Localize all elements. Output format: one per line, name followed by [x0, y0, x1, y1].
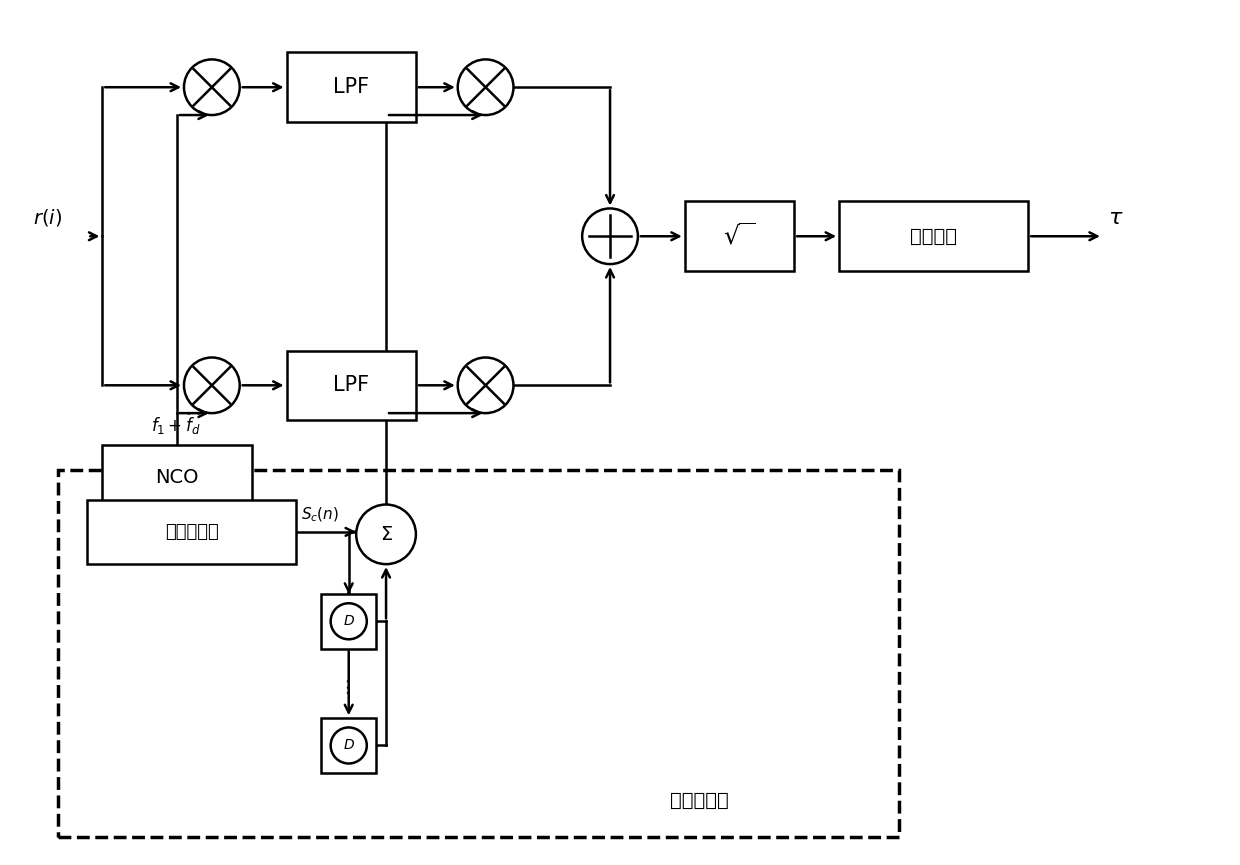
Text: 码相位压缩: 码相位压缩	[671, 791, 729, 811]
Bar	[87, 500, 296, 564]
Text: LPF: LPF	[334, 77, 370, 97]
Circle shape	[582, 208, 637, 264]
Text: $f_1+\widehat{f_d}$: $f_1+\widehat{f_d}$	[151, 411, 202, 437]
Text: NCO: NCO	[155, 468, 198, 487]
Text: 伪码生成器: 伪码生成器	[165, 522, 218, 541]
Text: D: D	[343, 739, 355, 753]
Text: D: D	[343, 614, 355, 628]
Bar	[286, 53, 415, 122]
Text: $r(i)$: $r(i)$	[32, 208, 62, 228]
Circle shape	[458, 60, 513, 115]
Text: ···: ···	[340, 674, 358, 693]
Bar	[321, 594, 376, 649]
Text: LPF: LPF	[334, 375, 370, 395]
Bar	[839, 202, 1028, 271]
Text: $\sqrt{\ }$: $\sqrt{\ }$	[723, 223, 755, 250]
Circle shape	[331, 603, 367, 639]
Bar	[57, 470, 899, 837]
Circle shape	[458, 357, 513, 413]
Circle shape	[184, 60, 239, 115]
Bar	[286, 350, 415, 420]
Bar	[684, 202, 794, 271]
Text: $\tau$: $\tau$	[1107, 208, 1123, 228]
Text: 门限判决: 门限判决	[910, 227, 957, 246]
Bar	[321, 718, 376, 772]
Circle shape	[356, 504, 415, 564]
Circle shape	[331, 727, 367, 764]
Bar	[103, 445, 252, 509]
Text: $S_c(n)$: $S_c(n)$	[301, 505, 340, 524]
Circle shape	[184, 357, 239, 413]
Text: $\Sigma$: $\Sigma$	[379, 525, 393, 544]
